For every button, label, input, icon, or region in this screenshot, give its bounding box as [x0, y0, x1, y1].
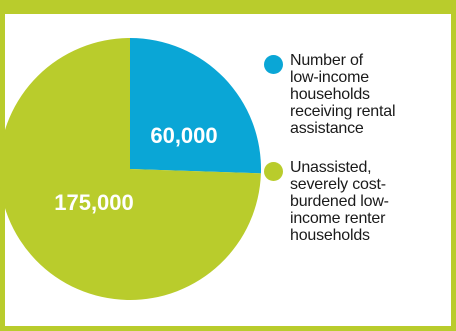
legend: Number of low-income households receivin… — [264, 52, 444, 266]
legend-line: households — [290, 86, 370, 103]
legend-swatch-assisted — [264, 55, 283, 74]
legend-line: households — [290, 227, 370, 244]
legend-line: receiving rental — [290, 103, 396, 120]
legend-line: Number of — [290, 52, 363, 69]
legend-line: income renter — [290, 210, 386, 227]
slice-label-assisted: 60,000 — [150, 123, 217, 148]
pie-slice-assisted — [130, 38, 261, 174]
legend-swatch-unassisted — [264, 162, 283, 181]
legend-line: Unassisted, — [290, 159, 372, 176]
slice-label-unassisted: 175,000 — [54, 190, 134, 215]
legend-line: burdened low- — [290, 193, 389, 210]
legend-item-assisted: Number of low-income households receivin… — [264, 52, 444, 137]
legend-line: severely cost- — [290, 176, 386, 193]
legend-label-assisted: Number of low-income households receivin… — [290, 52, 444, 137]
legend-line: low-income — [290, 69, 369, 86]
legend-item-unassisted: Unassisted, severely cost- burdened low-… — [264, 159, 444, 244]
legend-label-unassisted: Unassisted, severely cost- burdened low-… — [290, 159, 444, 244]
legend-line: assistance — [290, 120, 364, 137]
pie-slice-unassisted — [0, 38, 261, 300]
